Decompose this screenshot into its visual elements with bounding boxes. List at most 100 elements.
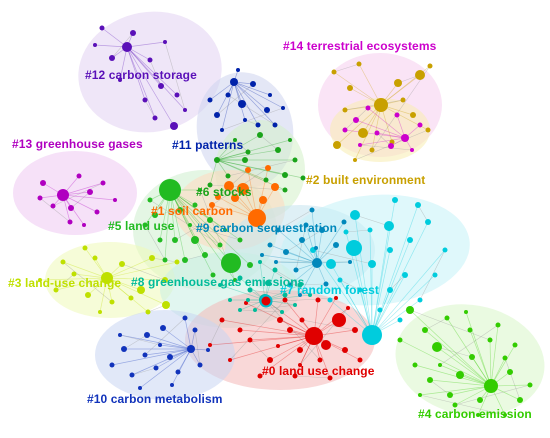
edge [339, 279, 361, 291]
edge [216, 81, 235, 116]
node-cluster-8 [272, 267, 278, 273]
node-cluster-14 [365, 105, 371, 111]
node-cluster-6 [233, 138, 237, 142]
edge [264, 294, 311, 301]
edge [144, 224, 166, 261]
node-cluster-9 [314, 246, 318, 250]
node-cluster-0 [297, 347, 303, 353]
edge [355, 119, 406, 139]
edge [169, 189, 206, 256]
node-cluster-6 [300, 175, 306, 181]
edge [169, 189, 221, 246]
edge [312, 249, 373, 336]
node-cluster-1 [271, 183, 279, 191]
node-cluster-5 [223, 228, 227, 232]
node-cluster-6 [282, 187, 288, 193]
edge [353, 247, 373, 336]
edge [489, 339, 492, 387]
edge [436, 346, 492, 387]
edge [274, 269, 301, 286]
node-cluster-10 [109, 362, 115, 368]
node-cluster-10 [170, 383, 174, 387]
edge [369, 229, 373, 336]
node-cluster-10 [153, 365, 159, 371]
node-cluster-13 [68, 205, 74, 211]
node-cluster-5 [233, 278, 237, 282]
cluster-hull-4 [395, 304, 545, 416]
node-cluster-0 [305, 327, 323, 345]
node-cluster-1 [265, 165, 271, 171]
node-cluster-6 [282, 172, 288, 178]
edge [367, 107, 406, 139]
node-cluster-7 [387, 247, 393, 253]
node-cluster-5 [147, 197, 153, 203]
node-cluster-4 [487, 337, 493, 343]
edge [55, 277, 108, 291]
node-cluster-13 [76, 173, 82, 179]
cluster-hull-13 [13, 151, 137, 235]
node-cluster-13 [113, 198, 117, 202]
node-cluster-4 [507, 369, 513, 375]
node-cluster-11 [207, 97, 213, 103]
node-cluster-0 [298, 363, 302, 367]
edge [277, 209, 313, 231]
node-cluster-3 [101, 272, 113, 284]
edge [371, 249, 391, 336]
node-cluster-8 [280, 310, 284, 314]
edge [62, 261, 108, 279]
edge [216, 139, 236, 161]
node-cluster-2 [356, 61, 362, 67]
edge [295, 224, 307, 271]
edge [106, 277, 167, 306]
edge [123, 334, 148, 350]
node-cluster-0 [257, 373, 263, 379]
node-cluster-2 [425, 127, 431, 133]
node-cluster-4 [432, 342, 442, 352]
node-cluster-11 [272, 122, 278, 128]
edge [94, 44, 128, 48]
node-cluster-8 [246, 298, 250, 302]
edge [149, 199, 221, 246]
node-cluster-9 [267, 242, 273, 248]
node-highlight [259, 294, 273, 308]
node-cluster-3 [71, 271, 77, 277]
edge [233, 81, 284, 109]
node-cluster-5 [192, 202, 198, 208]
node-cluster-7 [327, 297, 333, 303]
edge [106, 261, 178, 279]
edge [121, 263, 166, 281]
node-cluster-12 [152, 115, 158, 121]
edge [424, 317, 448, 331]
node-cluster-0 [357, 357, 363, 363]
edge [234, 139, 249, 153]
node-cluster-3 [119, 261, 125, 267]
node-cluster-14 [388, 143, 394, 149]
node-cluster-5 [157, 237, 163, 243]
node-cluster-9 [323, 281, 329, 287]
node-cluster-11 [220, 128, 224, 132]
edge [62, 194, 116, 201]
node-cluster-10 [206, 348, 210, 352]
node-cluster-11 [243, 118, 247, 122]
edge [469, 329, 492, 387]
node-cluster-14 [353, 117, 359, 123]
edge [358, 63, 382, 106]
node-cluster-9 [274, 260, 278, 264]
node-cluster-4 [527, 382, 533, 388]
cluster-hull-12 [78, 11, 222, 133]
edge [301, 319, 356, 331]
edge [194, 329, 201, 366]
node-cluster-5 [191, 236, 199, 244]
edge [174, 219, 211, 241]
node-cluster-11 [230, 78, 238, 86]
edge [177, 348, 192, 373]
edge [216, 149, 279, 161]
node-cluster-14 [394, 112, 400, 118]
edge [216, 159, 286, 176]
edge [233, 81, 268, 111]
node-cluster-5 [182, 257, 188, 263]
edge [62, 261, 113, 303]
edge [227, 159, 296, 177]
node-cluster-7 [442, 247, 448, 253]
